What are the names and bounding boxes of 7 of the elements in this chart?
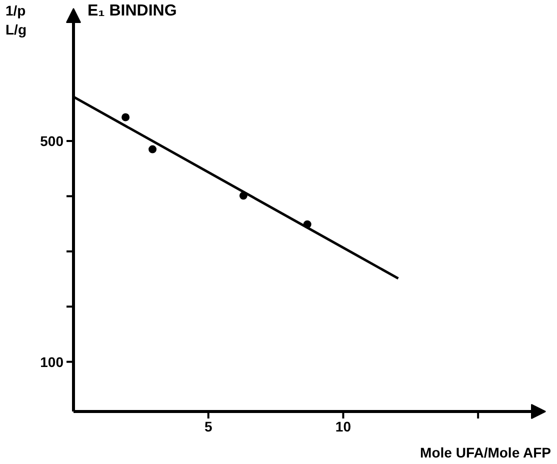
x-tick-label: 10 bbox=[335, 418, 352, 434]
y-tick-label: 500 bbox=[40, 132, 64, 149]
y-tick-label: 100 bbox=[40, 354, 64, 370]
chart-title: E₁ BINDING bbox=[88, 2, 177, 20]
x-axis-title: Mole UFA/Mole AFP bbox=[420, 444, 551, 460]
y-axis-title: 1/p L/g bbox=[6, 2, 26, 38]
x-tick-label: 5 bbox=[204, 418, 212, 434]
